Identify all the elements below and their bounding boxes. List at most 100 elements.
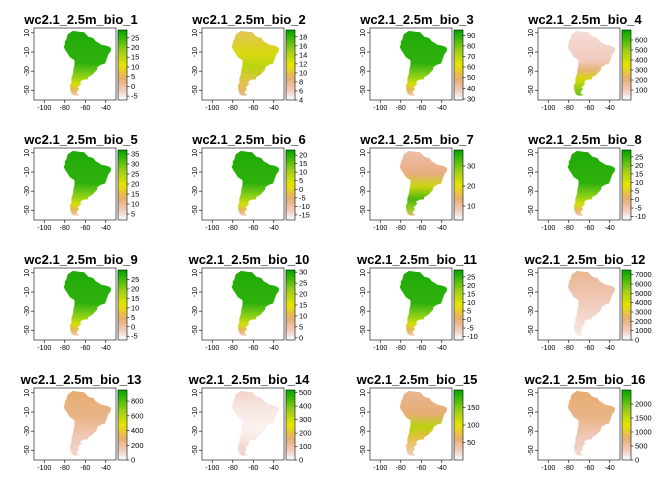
legend-tick-label: 30 bbox=[467, 94, 475, 103]
x-tick-label: -40 bbox=[269, 225, 279, 232]
y-tick-label: -50 bbox=[24, 85, 31, 95]
y-tick-label: 10 bbox=[528, 269, 535, 277]
y-tick-label: -50 bbox=[192, 325, 199, 335]
x-tick-label: -60 bbox=[80, 345, 90, 352]
panel-7: wc2.1_2.5m_bio_7 -100 -80 -60 -40 -50 -30 -10 10… bbox=[359, 132, 475, 232]
y-tick-label: -10 bbox=[192, 47, 199, 57]
legend-tick-label: 150 bbox=[467, 403, 480, 412]
y-tick-label: -50 bbox=[360, 445, 367, 455]
panel-5: wc2.1_2.5m_bio_5 -100 -80 -60 -40 -50 -30 -10 10… bbox=[23, 132, 139, 232]
map-frame bbox=[201, 267, 285, 341]
legend-tick-label: 30 bbox=[299, 268, 307, 277]
y-tick-label: 10 bbox=[192, 29, 199, 37]
raster-layer bbox=[63, 150, 111, 216]
legend-tick-label: -5 bbox=[467, 324, 474, 333]
legend-colorbar bbox=[117, 269, 128, 341]
panel-title: wc2.1_2.5m_bio_1 bbox=[23, 12, 137, 27]
panel-16: wc2.1_2.5m_bio_16 -100 -80 -60 -40 -50 -30 -10 1… bbox=[524, 372, 652, 472]
legend-colorbar bbox=[453, 29, 464, 101]
panel-title: wc2.1_2.5m_bio_14 bbox=[188, 372, 310, 387]
legend-tick-label: 400 bbox=[299, 402, 312, 411]
panel-title: wc2.1_2.5m_bio_6 bbox=[191, 132, 305, 147]
legend-tick-label: -10 bbox=[635, 212, 646, 221]
x-tick-label: -100 bbox=[373, 225, 387, 232]
y-tick-label: -30 bbox=[528, 306, 535, 316]
legend-tick-label: 300 bbox=[299, 415, 312, 424]
legend-tick-label: 15 bbox=[299, 301, 307, 310]
y-tick-label: 10 bbox=[24, 269, 31, 277]
legend-colorbar bbox=[117, 29, 128, 101]
legend-tick-label: 500 bbox=[635, 442, 648, 451]
y-tick-label: -50 bbox=[528, 205, 535, 215]
x-tick-label: -40 bbox=[269, 465, 279, 472]
raster-layer bbox=[63, 270, 111, 336]
x-tick-label: -100 bbox=[541, 465, 555, 472]
legend-tick-label: 200 bbox=[635, 76, 648, 85]
y-tick-label: -30 bbox=[360, 66, 367, 76]
y-tick-label: 10 bbox=[360, 389, 367, 397]
x-tick-label: -80 bbox=[396, 225, 406, 232]
legend-colorbar bbox=[453, 149, 464, 221]
x-tick-label: -60 bbox=[416, 105, 426, 112]
x-tick-label: -40 bbox=[101, 465, 111, 472]
legend-tick-label: 30 bbox=[131, 160, 139, 169]
y-tick-label: -10 bbox=[528, 167, 535, 177]
panel-11: wc2.1_2.5m_bio_11-100 -80 -60 -40-50-30-101… bbox=[356, 252, 478, 352]
legend-tick-label: 300 bbox=[635, 66, 648, 75]
legend-tick-label: 20 bbox=[131, 284, 139, 293]
x-tick-label: -60 bbox=[248, 345, 258, 352]
x-tick-label: -100 bbox=[541, 225, 555, 232]
x-tick-label: -80 bbox=[228, 465, 238, 472]
raster-layer bbox=[231, 270, 279, 336]
legend-tick-label: 40 bbox=[467, 84, 475, 93]
y-tick-label: 10 bbox=[360, 29, 367, 37]
x-tick-label: -60 bbox=[248, 105, 258, 112]
legend-tick-label: 90 bbox=[467, 31, 475, 40]
legend-colorbar bbox=[453, 269, 464, 341]
raster-layer bbox=[399, 150, 447, 216]
legend-colorbar bbox=[117, 149, 128, 221]
y-tick-label: -30 bbox=[24, 186, 31, 196]
panel-title: wc2.1_2.5m_bio_3 bbox=[359, 12, 473, 27]
legend-tick-label: 20 bbox=[131, 43, 139, 52]
map-frame bbox=[537, 387, 621, 461]
legend-tick-label: 20 bbox=[299, 151, 307, 160]
raster-layer bbox=[63, 390, 111, 456]
legend-tick-label: 20 bbox=[299, 290, 307, 299]
x-tick-label: -60 bbox=[584, 465, 594, 472]
raster-layer bbox=[399, 30, 447, 96]
x-tick-label: -100 bbox=[37, 465, 51, 472]
y-tick-label: 10 bbox=[360, 149, 367, 157]
raster-layer bbox=[399, 270, 447, 336]
legend-tick-label: -10 bbox=[299, 202, 310, 211]
y-tick-label: -10 bbox=[528, 47, 535, 57]
panel-15: wc2.1_2.5m_bio_15 -100 -80 -60 -40 -50 -30 -10 1… bbox=[356, 372, 480, 472]
panel-title: wc2.1_2.5m_bio_9 bbox=[23, 252, 137, 267]
legend-tick-label: 25 bbox=[467, 272, 475, 281]
legend-tick-label: 5 bbox=[299, 176, 303, 185]
x-tick-label: -80 bbox=[396, 465, 406, 472]
legend-tick-label: 20 bbox=[467, 182, 475, 191]
y-tick-label: 10 bbox=[360, 269, 367, 277]
panel-4: wc2.1_2.5m_bio_4 -100 -80 -60 -40 -50 -30 -10 10… bbox=[527, 12, 647, 112]
legend-tick-label: 20 bbox=[635, 161, 643, 170]
x-tick-label: -40 bbox=[269, 105, 279, 112]
legend-tick-label: 5 bbox=[635, 186, 639, 195]
legend-tick-label: 5000 bbox=[635, 289, 652, 298]
legend-tick-label: 600 bbox=[131, 411, 144, 420]
legend-colorbar bbox=[117, 389, 128, 461]
x-tick-label: -40 bbox=[101, 105, 111, 112]
legend-tick-label: -5 bbox=[299, 193, 306, 202]
raster-layer bbox=[399, 390, 447, 456]
map-frame bbox=[369, 387, 453, 461]
legend-tick-label: 60 bbox=[467, 63, 475, 72]
raster-layer bbox=[231, 390, 279, 456]
x-tick-label: -100 bbox=[205, 105, 219, 112]
y-tick-label: -30 bbox=[192, 186, 199, 196]
x-tick-label: -60 bbox=[584, 225, 594, 232]
legend-tick-label: 100 bbox=[299, 442, 312, 451]
panel-title: wc2.1_2.5m_bio_5 bbox=[23, 132, 137, 147]
x-tick-label: -60 bbox=[80, 225, 90, 232]
map-frame bbox=[201, 147, 285, 221]
panel-title: wc2.1_2.5m_bio_8 bbox=[527, 132, 641, 147]
